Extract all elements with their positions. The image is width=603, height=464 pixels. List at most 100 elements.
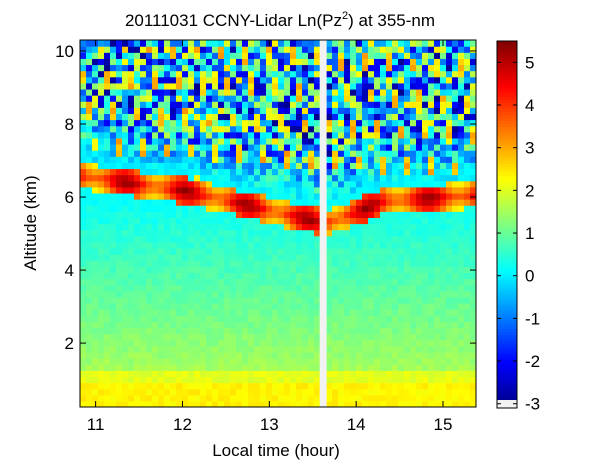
- heatmap-cell: [122, 58, 129, 66]
- heatmap-cell: [326, 358, 333, 365]
- heatmap-cell: [80, 229, 87, 237]
- heatmap-cell: [116, 303, 123, 310]
- heatmap-cell: [122, 40, 129, 47]
- heatmap-cell: [242, 229, 249, 237]
- heatmap-cell: [194, 125, 201, 133]
- heatmap-cell: [434, 303, 441, 310]
- heatmap-cell: [314, 370, 321, 378]
- heatmap-cell: [134, 88, 141, 96]
- heatmap-cell: [110, 40, 117, 47]
- heatmap-cell: [248, 156, 255, 163]
- heatmap-cell: [92, 168, 99, 176]
- heatmap-cell: [350, 205, 357, 212]
- heatmap-cell: [452, 315, 459, 322]
- heatmap-cell: [398, 156, 405, 163]
- colorbar-cell: [497, 157, 517, 161]
- heatmap-cell: [266, 278, 273, 286]
- heatmap-cell: [398, 315, 405, 322]
- heatmap-cell: [332, 358, 339, 365]
- heatmap-cell: [98, 358, 105, 365]
- heatmap-cell: [344, 174, 351, 182]
- heatmap-cell: [386, 223, 393, 231]
- heatmap-cell: [188, 327, 195, 335]
- heatmap-cell: [194, 162, 201, 170]
- heatmap-cell: [458, 113, 465, 121]
- heatmap-cell: [314, 76, 321, 84]
- heatmap-cell: [416, 400, 423, 407]
- heatmap-cell: [110, 358, 117, 365]
- heatmap-cell: [242, 192, 249, 200]
- colorbar-cell: [497, 71, 517, 76]
- heatmap-cell: [206, 247, 213, 255]
- heatmap-cell: [458, 217, 465, 225]
- heatmap-cell: [470, 272, 476, 280]
- heatmap-cell: [176, 101, 183, 108]
- heatmap-cell: [122, 370, 129, 378]
- heatmap-cell: [410, 315, 417, 322]
- heatmap-cell: [230, 217, 237, 225]
- heatmap-cell: [212, 95, 219, 102]
- heatmap-cell: [224, 278, 231, 286]
- heatmap-cell: [464, 364, 471, 371]
- heatmap-cell: [122, 400, 129, 407]
- heatmap-cell: [284, 168, 291, 176]
- heatmap-cell: [410, 46, 417, 53]
- heatmap-cell: [458, 58, 465, 66]
- heatmap-cell: [122, 309, 129, 316]
- heatmap-cell: [230, 58, 237, 66]
- heatmap-cell: [452, 345, 459, 353]
- heatmap-cell: [110, 113, 117, 121]
- heatmap-cell: [98, 119, 105, 127]
- heatmap-cell: [338, 284, 345, 292]
- heatmap-cell: [260, 278, 267, 286]
- heatmap-cell: [272, 180, 279, 188]
- colorbar-cell: [497, 356, 517, 360]
- colorbar-tick-label: -1: [525, 309, 540, 328]
- heatmap-cell: [182, 180, 189, 188]
- heatmap-cell: [134, 351, 141, 359]
- heatmap-cell: [326, 211, 333, 218]
- heatmap-cell: [230, 70, 237, 78]
- heatmap-cell: [428, 321, 435, 329]
- heatmap-cell: [290, 394, 297, 402]
- heatmap-cell: [386, 46, 393, 53]
- heatmap-cell: [278, 199, 285, 206]
- heatmap-cell: [80, 388, 87, 396]
- heatmap-cell: [446, 143, 453, 151]
- heatmap-cell: [254, 76, 261, 84]
- heatmap-cell: [206, 235, 213, 243]
- heatmap-cell: [194, 113, 201, 121]
- heatmap-cell: [308, 156, 315, 163]
- heatmap-cell: [218, 223, 225, 231]
- heatmap-cell: [458, 247, 465, 255]
- heatmap-cell: [86, 364, 93, 371]
- heatmap-cell: [146, 223, 153, 231]
- heatmap-cell: [308, 143, 315, 151]
- heatmap-cell: [404, 247, 411, 255]
- heatmap-cell: [170, 211, 177, 218]
- heatmap-cell: [428, 64, 435, 72]
- colorbar-cell: [497, 337, 517, 342]
- heatmap-cell: [134, 76, 141, 84]
- heatmap-cell: [218, 40, 225, 47]
- heatmap-cell: [404, 95, 411, 102]
- heatmap-cell: [80, 278, 87, 286]
- heatmap-cell: [134, 107, 141, 114]
- heatmap-cell: [386, 266, 393, 274]
- heatmap-cell: [338, 229, 345, 237]
- heatmap-cell: [368, 199, 375, 206]
- heatmap-cell: [206, 364, 213, 371]
- heatmap-cell: [404, 394, 411, 402]
- heatmap-cell: [98, 272, 105, 280]
- heatmap-cell: [158, 95, 165, 102]
- heatmap-cell: [464, 309, 471, 316]
- heatmap-cell: [422, 339, 429, 347]
- heatmap-cell: [200, 400, 207, 407]
- heatmap-cell: [398, 351, 405, 359]
- heatmap-cell: [266, 192, 273, 200]
- heatmap-cell: [170, 351, 177, 359]
- heatmap-cell: [326, 339, 333, 347]
- heatmap-cell: [242, 223, 249, 231]
- heatmap-cell: [290, 333, 297, 341]
- heatmap-cell: [332, 40, 339, 47]
